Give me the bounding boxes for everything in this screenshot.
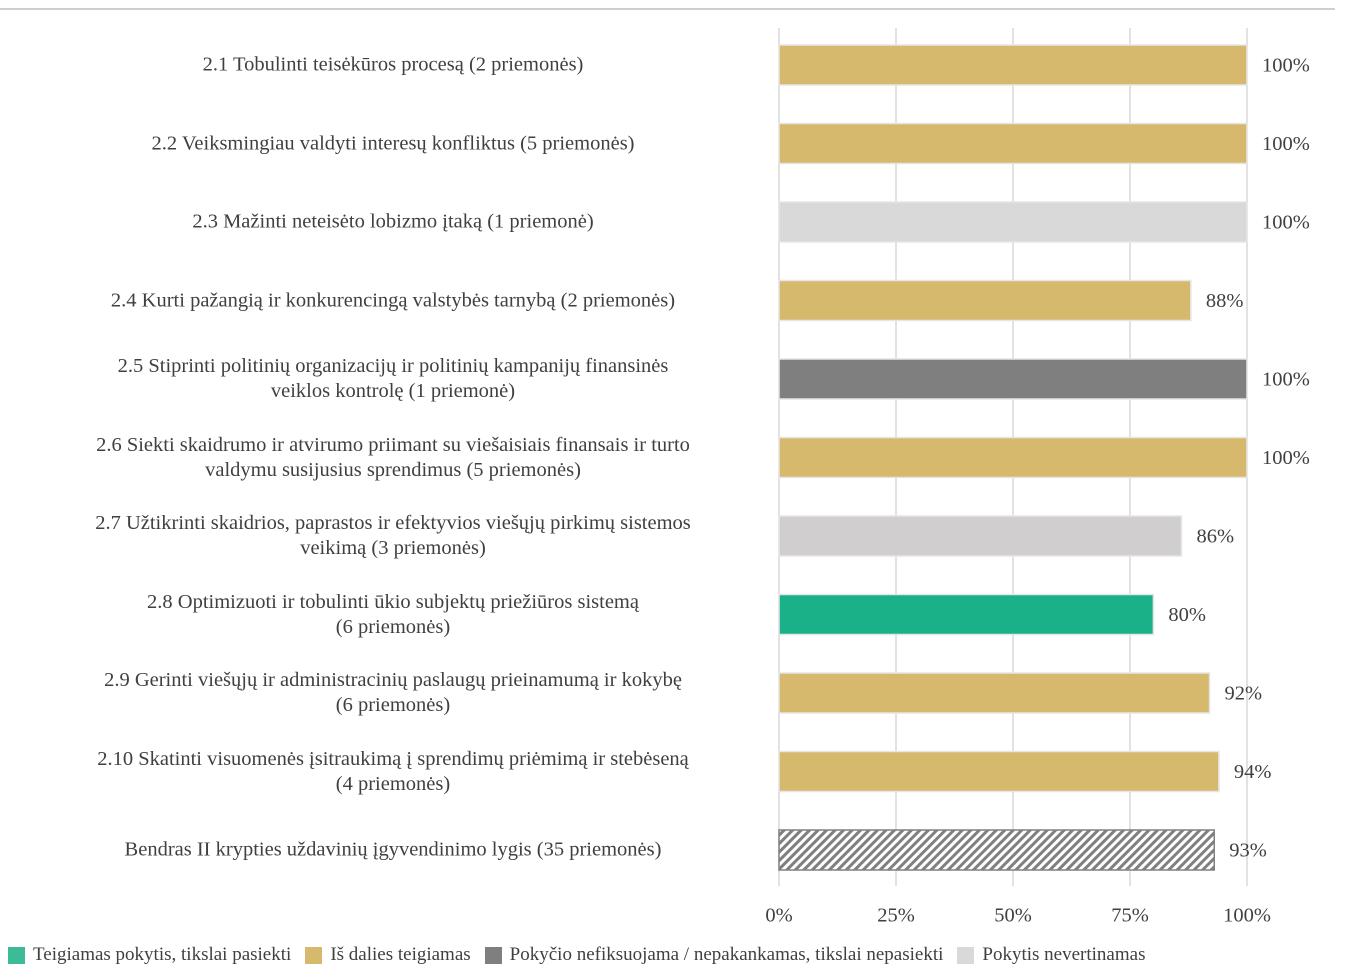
value-label: 93% — [1229, 840, 1267, 862]
category-label: Bendras II krypties uždavinių įgyvendini… — [124, 838, 662, 861]
bar — [778, 750, 1220, 793]
legend: Teigiamas pokytis, tikslai pasiekti Iš da… — [8, 944, 1159, 966]
x-tick-label: 25% — [877, 905, 915, 927]
legend-item: Iš dalies teigiamas — [305, 944, 471, 966]
bar — [778, 829, 1215, 871]
value-label: 86% — [1196, 526, 1234, 548]
legend-text: Pokyčio nefiksuojama / nepakankamas, tik… — [509, 944, 944, 965]
bar — [778, 122, 1248, 165]
value-label: 100% — [1262, 133, 1310, 155]
x-tick-label: 0% — [765, 905, 792, 927]
legend-item: Teigiamas pokytis, tikslai pasiekti — [8, 944, 291, 966]
bar — [778, 515, 1183, 557]
category-label: 2.4 Kurti pažangią ir konkurencingą vals… — [110, 289, 676, 311]
category-label: 2.6 Siekti skaidrumo ir atvirumo priiman… — [96, 433, 690, 481]
legend-swatch — [305, 946, 323, 964]
bar — [778, 593, 1155, 636]
category-label: 2.10 Skatinti visuomenės įsitraukimą į s… — [97, 747, 689, 795]
bar — [778, 436, 1248, 479]
bar — [778, 44, 1248, 86]
value-label: 100% — [1262, 369, 1310, 391]
x-tick-label: 50% — [994, 905, 1032, 927]
legend-item: Pokytis nevertinamas — [957, 944, 1145, 966]
legend-text: Iš dalies teigiamas — [330, 944, 471, 965]
x-tick-label: 100% — [1223, 905, 1271, 927]
category-label: 2.9 Gerinti viešųjų ir administracinių p… — [104, 669, 682, 716]
value-label: 92% — [1225, 683, 1263, 705]
legend-text: Teigiamas pokytis, tikslai pasiekti — [33, 944, 292, 965]
value-label: 100% — [1262, 55, 1310, 77]
legend-text: Pokytis nevertinamas — [982, 944, 1146, 965]
value-label: 100% — [1262, 447, 1310, 469]
category-label: 2.1 Tobulinti teisėkūros procesą (2 prie… — [202, 53, 584, 76]
value-label: 94% — [1234, 761, 1272, 783]
category-label: 2.3 Mažinti neteisėto lobizmo įtaką (1 p… — [192, 210, 594, 233]
category-label: 2.7 Užtikrinti skaidrios, paprastos ir e… — [95, 512, 691, 559]
value-label: 88% — [1206, 290, 1244, 312]
legend-swatch — [484, 946, 502, 964]
value-label: 100% — [1262, 212, 1310, 234]
x-tick-label: 75% — [1111, 905, 1149, 927]
bar — [778, 672, 1211, 714]
legend-item: Pokyčio nefiksuojama / nepakankamas, tik… — [484, 944, 944, 966]
category-label: 2.8 Optimizuoti ir tobulinti ūkio subjek… — [147, 590, 639, 638]
bar — [778, 358, 1248, 400]
legend-swatch — [957, 946, 975, 964]
category-label: 2.2 Veiksmingiau valdyti interesų konfli… — [151, 132, 635, 154]
legend-swatch — [8, 946, 25, 964]
value-label: 80% — [1168, 604, 1206, 626]
bar — [778, 201, 1248, 243]
bar — [778, 279, 1192, 322]
category-label: 2.5 Stiprinti politinių organizacijų ir … — [117, 355, 669, 402]
